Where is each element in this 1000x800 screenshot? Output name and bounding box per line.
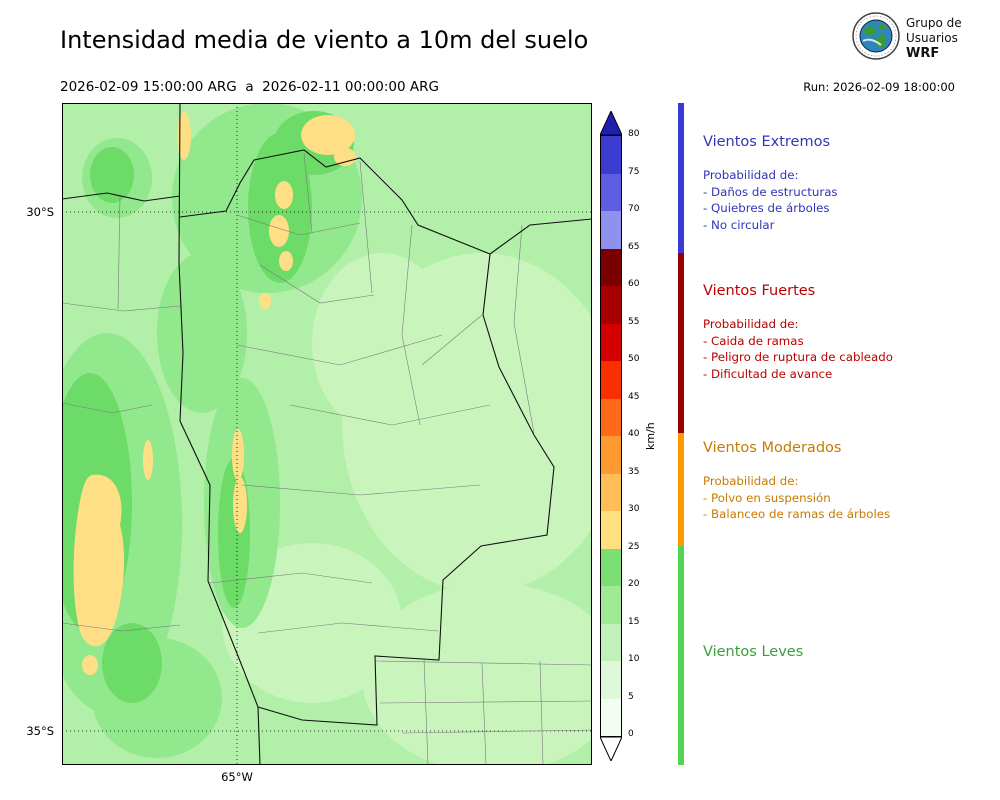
colorbar-tick-label: 70 [628,204,640,214]
map-canvas [62,103,592,765]
logo-line-2: Usuarios [906,31,958,45]
colorbar-segment [601,286,621,324]
colorbar-segment [601,398,621,436]
legend-bar-segment [678,546,684,765]
legend-category-moderados: Vientos Moderados Probabilidad de: - Polv… [703,440,983,523]
colorbar-tick-label: 55 [628,316,640,327]
map-frame [62,103,592,765]
legend-detail-line: - Balanceo de ramas de árboles [703,507,891,521]
page-title: Intensidad media de viento a 10m del sue… [60,26,589,54]
colorbar-tick-label: 60 [628,279,640,289]
colorbar-tick-label: 5 [628,691,634,702]
colorbar [600,111,622,761]
forecast-period: 2026-02-09 15:00:00 ARG a 2026-02-11 00:… [60,79,439,95]
logo-line-3: WRF [906,46,940,61]
colorbar-segment [601,623,621,661]
graticule-gridlines [62,103,592,765]
province-borders [62,103,592,765]
logo-line-1: Grupo de [906,16,962,30]
colorbar-under-arrow [600,737,622,761]
colorbar-segment [601,511,621,549]
legend-bar-segment [678,433,684,546]
lon-tick-65w: 65°W [221,770,253,784]
colorbar-tick-label: 80 [628,129,640,139]
over-arrow-shape [600,111,622,135]
department-borders [62,152,592,765]
legend-detail-line: Probabilidad de: [703,168,799,182]
wrf-logo-icon [851,11,901,61]
colorbar-tick-label: 45 [628,391,640,402]
colorbar-tick-label: 40 [628,429,640,439]
lat-tick-30s: 30°S [26,205,54,219]
legend-category-title: Vientos Leves [703,644,804,660]
legend-category-fuertes: Vientos Fuertes Probabilidad de: - Caida … [703,283,983,382]
colorbar-over-arrow [600,111,622,135]
colorbar-tick-label: 30 [628,504,640,514]
colorbar-tick-label: 50 [628,354,640,364]
legend-detail-line: - Polvo en suspensión [703,490,831,505]
colorbar-segment [601,323,621,361]
colorbar-segment [601,361,621,399]
colorbar-tick-label: 0 [628,729,634,739]
legend-detail-line: Probabilidad de: [703,317,799,331]
legend-detail-line: - No circular [703,217,775,232]
colorbar-segment [601,698,621,736]
colorbar-segment [601,548,621,586]
legend-detail-line: - Caida de ramas [703,333,804,348]
colorbar-segment [601,173,621,211]
legend-category-title: Vientos Moderados [703,440,842,456]
legend-category-extremos: Vientos Extremos Probabilidad de: - Daños… [703,134,983,233]
colorbar-tick-label: 35 [628,466,640,477]
colorbar-tick-label: 65 [628,241,640,252]
under-arrow-shape [600,737,622,761]
colorbar-segment [601,436,621,474]
legend-detail-line: - Daños de estructuras [703,184,838,199]
legend-detail-line: - Quiebres de árboles [703,201,830,215]
model-run-label: Run: 2026-02-09 18:00:00 [803,80,955,94]
legend-category-details: Probabilidad de: - Caida de ramas - Peligr… [703,316,983,382]
lat-tick-35s: 35°S [26,724,54,738]
colorbar-tick-label: 10 [628,654,640,664]
legend-bar [678,103,684,765]
legend-category-title: Vientos Extremos [703,134,831,150]
legend-category-details: Probabilidad de: - Polvo en suspensión - B… [703,473,983,523]
light-wind-areas [222,253,592,765]
logo-text: Grupo de Usuarios WRF [906,16,962,61]
colorbar-segment [601,473,621,511]
colorbar-body [600,135,622,737]
colorbar-segment [601,661,621,699]
colorbar-segment [601,211,621,249]
colorbar-tick-label: 20 [628,579,640,589]
legend-detail-line: - Dificultad de avance [703,366,833,381]
colorbar-tick-label: 25 [628,541,640,552]
colorbar-segment [601,136,621,174]
legend-category-title: Vientos Fuertes [703,283,816,299]
colorbar-unit-label: km/h [644,422,657,450]
legend-category-details: Probabilidad de: - Daños de estructuras - … [703,167,983,233]
colorbar-ticks: 0 5 10 15 20 25 30 35 40 45 50 55 60 65 70 75 80 [628,111,654,763]
legend-category-leves: Vientos Leves [703,644,983,677]
colorbar-segment [601,586,621,624]
colorbar-tick-label: 75 [628,166,640,177]
moderate-wind-yellow-areas [73,112,356,675]
wind-map [62,103,592,765]
colorbar-segment [601,248,621,286]
colorbar-tick-label: 15 [628,616,640,627]
legend-detail-line: - Peligro de ruptura de cableado [703,350,893,364]
legend-bar-segment [678,103,684,253]
legend-detail-line: Probabilidad de: [703,474,799,488]
legend-bar-segment [678,253,684,433]
globe-emblem-icon [852,12,900,60]
